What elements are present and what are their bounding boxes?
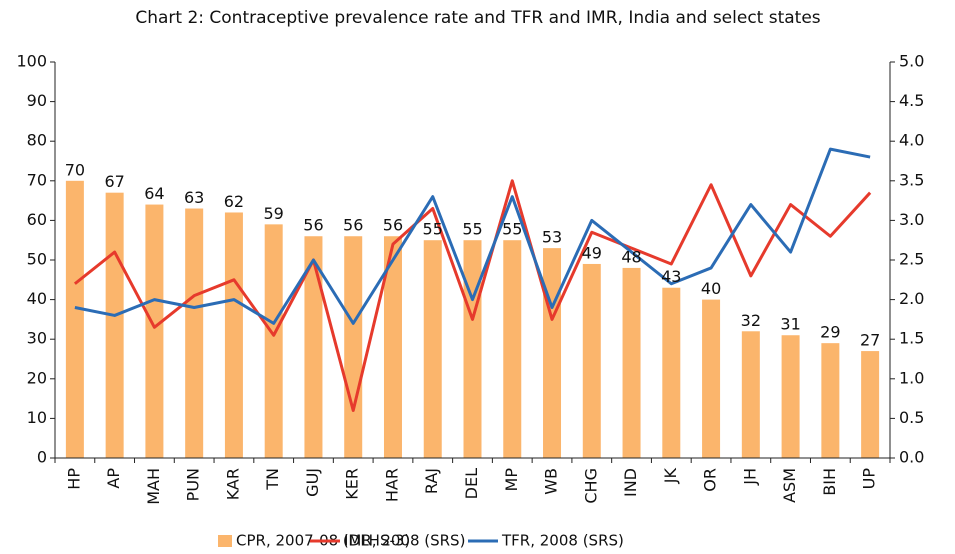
chart-title: Chart 2: Contraceptive prevalence rate a… xyxy=(135,8,820,28)
bar xyxy=(582,263,601,458)
x-tick-label: UP xyxy=(860,468,879,490)
legend-swatch xyxy=(218,535,232,547)
bar xyxy=(861,351,880,458)
y-tick-label: 10 xyxy=(27,408,47,427)
x-tick-label: JH xyxy=(740,468,759,486)
x-tick-label: GUJ xyxy=(303,468,322,497)
data-label: 56 xyxy=(303,216,323,235)
data-label: 55 xyxy=(462,220,482,239)
x-tick-label: WB xyxy=(542,468,561,495)
data-label: 27 xyxy=(860,331,880,350)
bar xyxy=(304,236,323,458)
bar xyxy=(463,240,482,458)
y-tick-label: 70 xyxy=(27,170,47,189)
data-label: 70 xyxy=(65,160,85,179)
y2-tick-label: 0.0 xyxy=(899,448,924,467)
y2-tick-label: 1.0 xyxy=(899,368,924,387)
x-tick-label: MAH xyxy=(144,468,163,505)
bar xyxy=(781,335,800,458)
y-tick-label: 80 xyxy=(27,131,47,150)
y2-tick-label: 2.0 xyxy=(899,289,924,308)
x-tick-label: ASM xyxy=(780,468,799,503)
bar xyxy=(702,299,721,458)
data-label: 63 xyxy=(184,188,204,207)
x-tick-label: MP xyxy=(502,468,521,492)
line-series xyxy=(74,147,871,325)
y-tick-label: 0 xyxy=(37,448,47,467)
data-label: 55 xyxy=(423,220,443,239)
x-tick-label: OR xyxy=(701,468,720,492)
bar xyxy=(821,343,840,458)
data-label: 29 xyxy=(820,323,840,342)
bar xyxy=(145,204,164,458)
data-label: 32 xyxy=(741,311,761,330)
y-tick-label: 20 xyxy=(27,368,47,387)
bar xyxy=(543,248,562,458)
bar xyxy=(503,240,522,458)
x-tick-label: KER xyxy=(343,468,362,500)
bar xyxy=(105,192,124,458)
x-tick-label: TN xyxy=(263,468,282,491)
bar xyxy=(741,331,760,458)
data-label: 49 xyxy=(582,243,602,262)
data-label: 43 xyxy=(661,267,681,286)
data-label: 62 xyxy=(224,192,244,211)
bar xyxy=(423,240,442,458)
data-label: 67 xyxy=(104,172,124,191)
y2-tick-label: 0.5 xyxy=(899,408,924,427)
x-tick-label: AP xyxy=(104,468,123,489)
y-tick-label: 90 xyxy=(27,91,47,110)
data-label: 40 xyxy=(701,279,721,298)
data-label: 48 xyxy=(621,247,641,266)
data-label: 53 xyxy=(542,228,562,247)
x-tick-label: DEL xyxy=(462,468,481,499)
data-label: 55 xyxy=(502,220,522,239)
data-label: 64 xyxy=(144,184,164,203)
bar xyxy=(662,287,681,458)
data-label: 56 xyxy=(383,216,403,235)
y2-tick-label: 2.5 xyxy=(899,250,924,269)
x-tick-label: HP xyxy=(64,468,83,490)
y-tick-label: 60 xyxy=(27,210,47,229)
x-tick-label: RAJ xyxy=(422,468,441,494)
x-tick-label: BIH xyxy=(820,468,839,496)
x-tick-label: CHG xyxy=(581,468,600,504)
bar xyxy=(622,267,641,458)
x-tick-label: PUN xyxy=(184,468,203,501)
legend-label: TFR, 2008 (SRS) xyxy=(501,532,624,550)
y-tick-label: 100 xyxy=(16,52,47,71)
data-label: 31 xyxy=(780,315,800,334)
bar xyxy=(65,180,84,459)
y-tick-label: 40 xyxy=(27,289,47,308)
line-series xyxy=(73,179,872,412)
bar xyxy=(383,236,402,458)
bar xyxy=(264,224,283,458)
bar xyxy=(185,208,204,458)
y2-tick-label: 3.0 xyxy=(899,210,924,229)
x-tick-label: HAR xyxy=(382,468,401,502)
y-tick-label: 50 xyxy=(27,250,47,269)
y2-tick-label: 3.5 xyxy=(899,170,924,189)
bar xyxy=(224,212,243,458)
y2-tick-label: 5.0 xyxy=(899,52,924,71)
data-label: 59 xyxy=(264,204,284,223)
y2-tick-label: 4.0 xyxy=(899,131,924,150)
y-tick-label: 30 xyxy=(27,329,47,348)
x-tick-label: KAR xyxy=(223,468,242,500)
x-tick-label: IND xyxy=(621,468,640,497)
x-tick-label: JK xyxy=(661,468,680,485)
data-label: 56 xyxy=(343,216,363,235)
y2-tick-label: 4.5 xyxy=(899,91,924,110)
y2-tick-label: 1.5 xyxy=(899,329,924,348)
legend-label: IMR, 2008 (SRS) xyxy=(344,532,465,550)
bar xyxy=(344,236,363,458)
